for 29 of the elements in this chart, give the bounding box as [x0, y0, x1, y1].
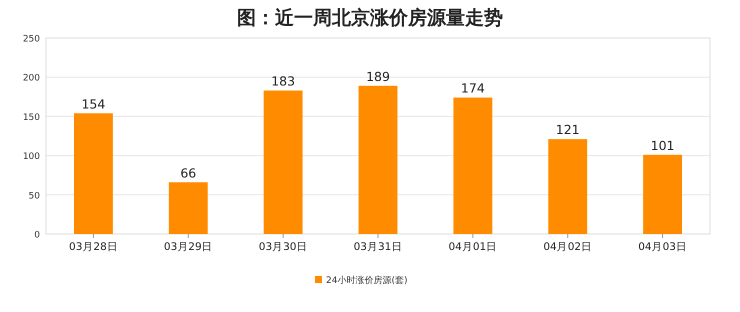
x-tick-label: 03月30日	[258, 241, 308, 253]
bar	[358, 86, 398, 234]
data-label: 183	[271, 74, 296, 89]
y-tick-label: 250	[22, 34, 40, 44]
y-tick-label: 150	[22, 112, 40, 123]
y-tick-label: 100	[22, 152, 40, 162]
data-label: 174	[460, 80, 485, 96]
bar	[643, 154, 682, 234]
y-tick-label: 200	[22, 74, 40, 84]
x-tick-label: 04月02日	[543, 241, 592, 253]
x-tick-label: 03月29日	[164, 241, 213, 253]
x-tick-label: 03月28日	[69, 241, 118, 253]
chart-title: 图：近一周北京涨价房源量走势	[237, 7, 503, 29]
bar	[548, 139, 588, 234]
data-label: 101	[650, 138, 674, 153]
data-label: 189	[366, 68, 390, 84]
y-tick-label: 50	[28, 191, 40, 202]
y-tick-label: 0	[34, 230, 40, 240]
x-tick-label: 04月03日	[638, 241, 687, 253]
bar	[453, 98, 492, 234]
data-label: 66	[180, 165, 196, 180]
legend-label: 24小时涨价房源(套)	[326, 275, 408, 286]
bar	[168, 182, 208, 234]
bar	[74, 113, 113, 234]
bar	[264, 90, 303, 234]
data-label: 154	[82, 96, 106, 112]
data-label: 121	[556, 122, 580, 138]
x-tick-label: 04月01日	[448, 241, 498, 253]
x-tick-label: 03月31日	[354, 241, 402, 253]
